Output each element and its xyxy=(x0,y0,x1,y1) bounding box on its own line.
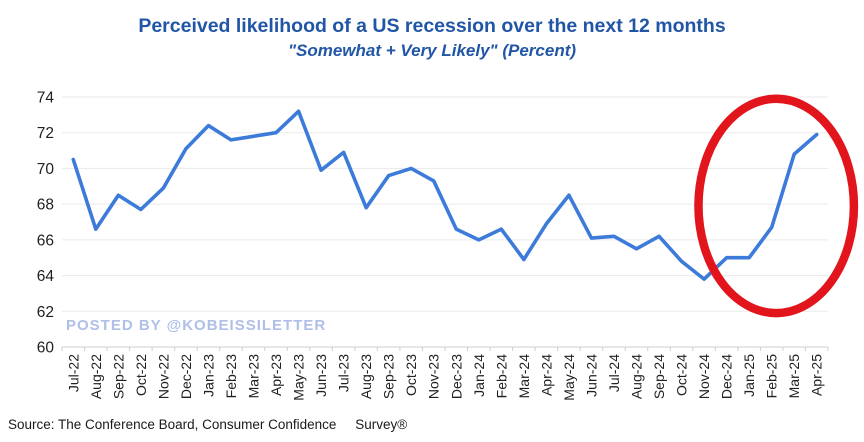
x-tick-label: Jun-24 xyxy=(583,354,599,397)
x-tick-label: May-24 xyxy=(561,354,577,401)
source-attribution: Source: The Conference Board, Consumer C… xyxy=(8,417,408,432)
x-tick-label: Aug-22 xyxy=(88,354,104,399)
chart-title: Perceived likelihood of a US recession o… xyxy=(138,15,726,37)
y-tick-label: 64 xyxy=(37,268,55,285)
x-tick-label: Apr-24 xyxy=(538,354,554,396)
x-tick-label: Jul-24 xyxy=(606,354,622,392)
x-tick-label: Jul-23 xyxy=(336,354,352,392)
x-tick-label: Jan-24 xyxy=(471,354,487,397)
x-tick-label: Mar-23 xyxy=(246,354,262,399)
x-tick-label: Jul-22 xyxy=(65,354,81,392)
x-tick-label: Sep-23 xyxy=(381,354,397,399)
x-tick-label: Dec-22 xyxy=(178,354,194,399)
x-tick-label: Apr-23 xyxy=(268,354,284,396)
x-tick-label: Jan-25 xyxy=(741,354,757,397)
x-tick-label: Nov-24 xyxy=(696,354,712,399)
x-tick-label: Mar-24 xyxy=(516,354,532,399)
y-tick-label: 60 xyxy=(37,340,55,357)
x-tick-label: Feb-24 xyxy=(493,354,509,399)
x-tick-label: Feb-25 xyxy=(764,354,780,399)
x-tick-label: Mar-25 xyxy=(786,354,802,399)
y-tick-label: 68 xyxy=(37,197,54,214)
watermark: POSTED BY @KOBEISSILETTER xyxy=(66,317,327,334)
x-tick-label: Dec-23 xyxy=(448,354,464,399)
x-tick-label: Oct-24 xyxy=(674,354,690,396)
x-tick-label: Sep-24 xyxy=(651,354,667,399)
y-tick-label: 72 xyxy=(37,125,54,142)
x-tick-label: Sep-22 xyxy=(110,354,126,399)
x-tick-label: May-23 xyxy=(291,354,307,401)
chart-subtitle: "Somewhat + Very Likely" (Percent) xyxy=(287,41,577,60)
x-tick-label: Oct-23 xyxy=(403,354,419,396)
x-tick-label: Nov-22 xyxy=(155,354,171,399)
x-tick-label: Nov-23 xyxy=(426,354,442,399)
x-tick-label: Jan-23 xyxy=(200,354,216,397)
y-tick-label: 74 xyxy=(37,90,55,107)
x-tick-label: Aug-24 xyxy=(629,354,645,399)
x-tick-label: Apr-25 xyxy=(809,354,825,396)
y-tick-label: 62 xyxy=(37,304,54,321)
x-tick-label: Jun-23 xyxy=(313,354,329,397)
x-tick-label: Aug-23 xyxy=(358,354,374,399)
data-line xyxy=(71,109,819,281)
y-tick-label: 66 xyxy=(37,232,54,249)
x-tick-label: Feb-23 xyxy=(223,354,239,399)
highlight-ellipse xyxy=(694,94,859,318)
x-tick-label: Oct-22 xyxy=(133,354,149,396)
y-tick-label: 70 xyxy=(37,161,55,178)
x-tick-label: Dec-24 xyxy=(719,354,735,399)
